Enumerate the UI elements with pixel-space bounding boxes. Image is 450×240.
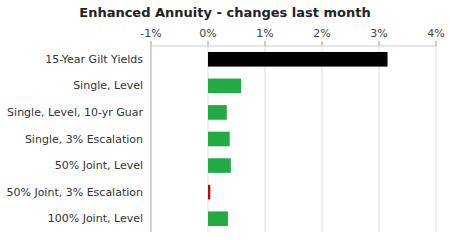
- grid-line: [322, 46, 323, 232]
- tick-label: 0%: [199, 27, 216, 40]
- category-label: Single, Level, 10-yr Guar: [7, 106, 143, 119]
- category-label: 15-Year Gilt Yields: [45, 53, 143, 66]
- bar: [208, 185, 210, 200]
- tick-mark: [151, 41, 152, 46]
- category-label: 100% Joint, Level: [48, 212, 143, 225]
- title: Enhanced Annuity - changes last month: [79, 5, 370, 20]
- category-label: Single, Level: [73, 79, 143, 92]
- grid-line: [265, 46, 266, 232]
- category-label: Single, 3% Escalation: [25, 133, 143, 146]
- tick-mark: [379, 41, 380, 46]
- category-label: 50% Joint, Level: [55, 159, 143, 172]
- grid-line: [436, 46, 437, 232]
- tick-label: 4%: [427, 27, 444, 40]
- category-label: 50% Joint, 3% Escalation: [6, 186, 143, 199]
- bar: [208, 158, 231, 173]
- axis-line: [151, 46, 152, 232]
- grid: [151, 46, 436, 232]
- tick-mark: [208, 41, 209, 46]
- tick-label: -1%: [140, 27, 161, 40]
- tick-label: 1%: [256, 27, 273, 40]
- grid-line: [379, 46, 380, 232]
- bar: [208, 132, 230, 147]
- tick-label: 3%: [370, 27, 387, 40]
- bars: [208, 52, 388, 226]
- tick-mark: [322, 41, 323, 46]
- bar: [208, 52, 388, 67]
- tick-label: 2%: [313, 27, 330, 40]
- grid-line: [151, 46, 152, 232]
- bar: [208, 79, 241, 94]
- chart: Enhanced Annuity - changes last month 100…: [0, 0, 450, 240]
- tick-mark: [436, 41, 437, 46]
- bar: [208, 211, 228, 226]
- bar: [208, 105, 227, 120]
- tick-mark: [265, 41, 266, 46]
- axis-line: [151, 46, 436, 47]
